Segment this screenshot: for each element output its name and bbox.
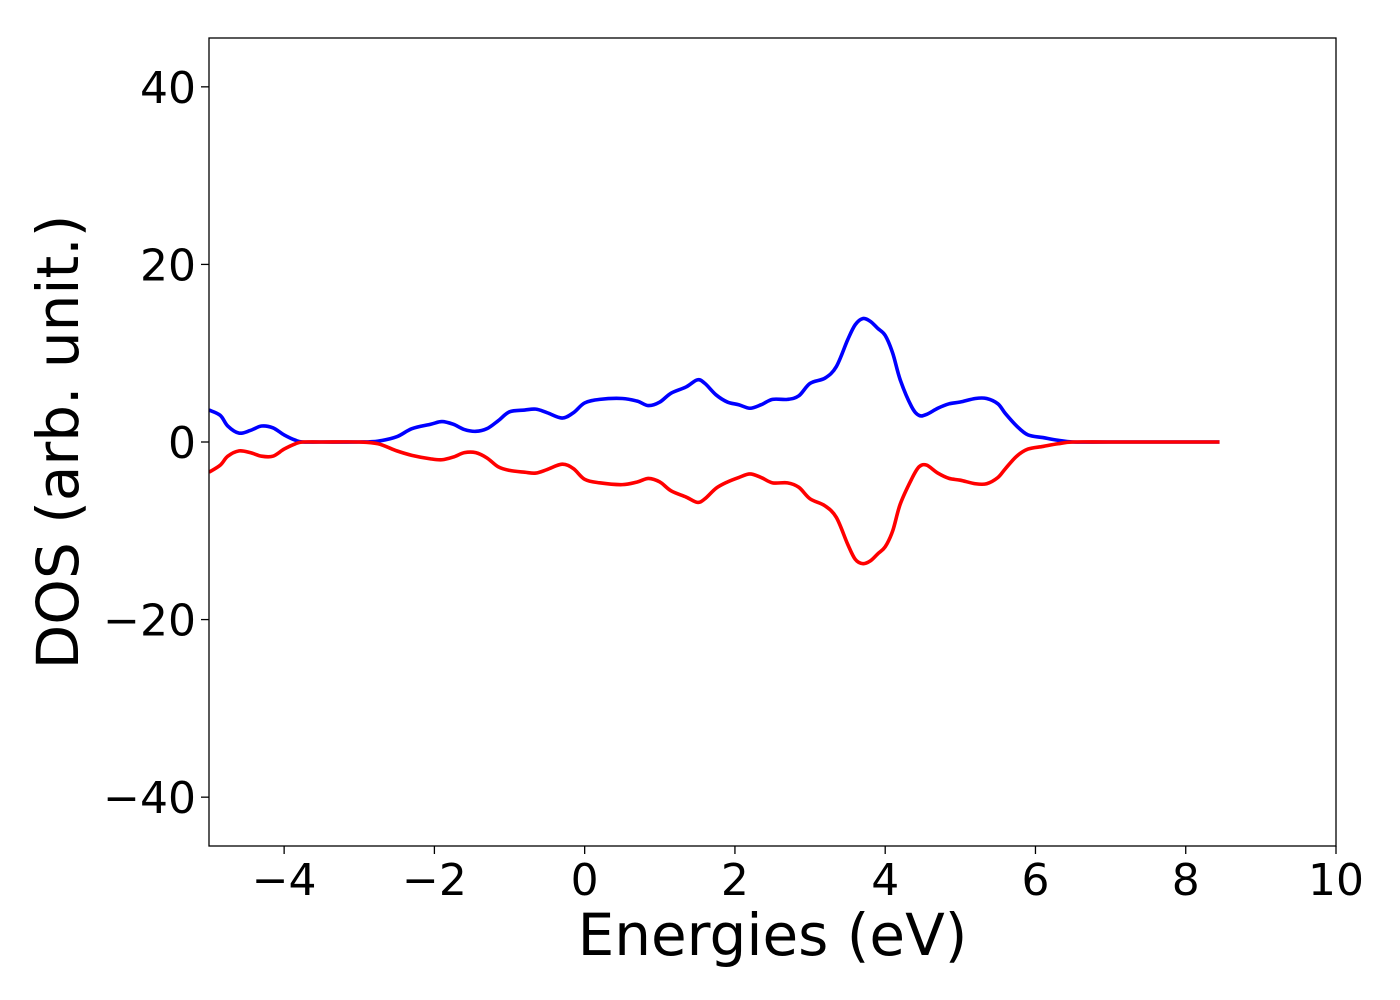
y-tick-label: 40 [140,63,196,114]
x-axis-ticks: −4 −2 0 2 4 6 8 10 [252,846,1364,906]
y-axis-ticks: −40 −20 0 20 40 [103,63,209,824]
y-tick-label: −20 [103,596,196,647]
x-tick-label: −2 [402,855,467,906]
y-tick-label: 20 [140,240,196,291]
x-tick-label: 4 [871,855,899,906]
y-tick-label: 0 [168,418,196,469]
x-tick-label: 8 [1172,855,1200,906]
x-tick-label: 10 [1308,855,1364,906]
y-axis-label: DOS (arb. unit.) [24,215,92,670]
series-layer [209,316,1220,566]
spin-down-dos-line [209,440,1220,566]
spin-up-dos-line [209,316,1220,444]
x-tick-label: 6 [1021,855,1049,906]
y-tick-label: −40 [103,773,196,824]
x-tick-label: 0 [571,855,599,906]
x-tick-label: −4 [252,855,317,906]
x-axis-label: Energies (eV) [578,901,968,969]
x-tick-label: 2 [721,855,749,906]
